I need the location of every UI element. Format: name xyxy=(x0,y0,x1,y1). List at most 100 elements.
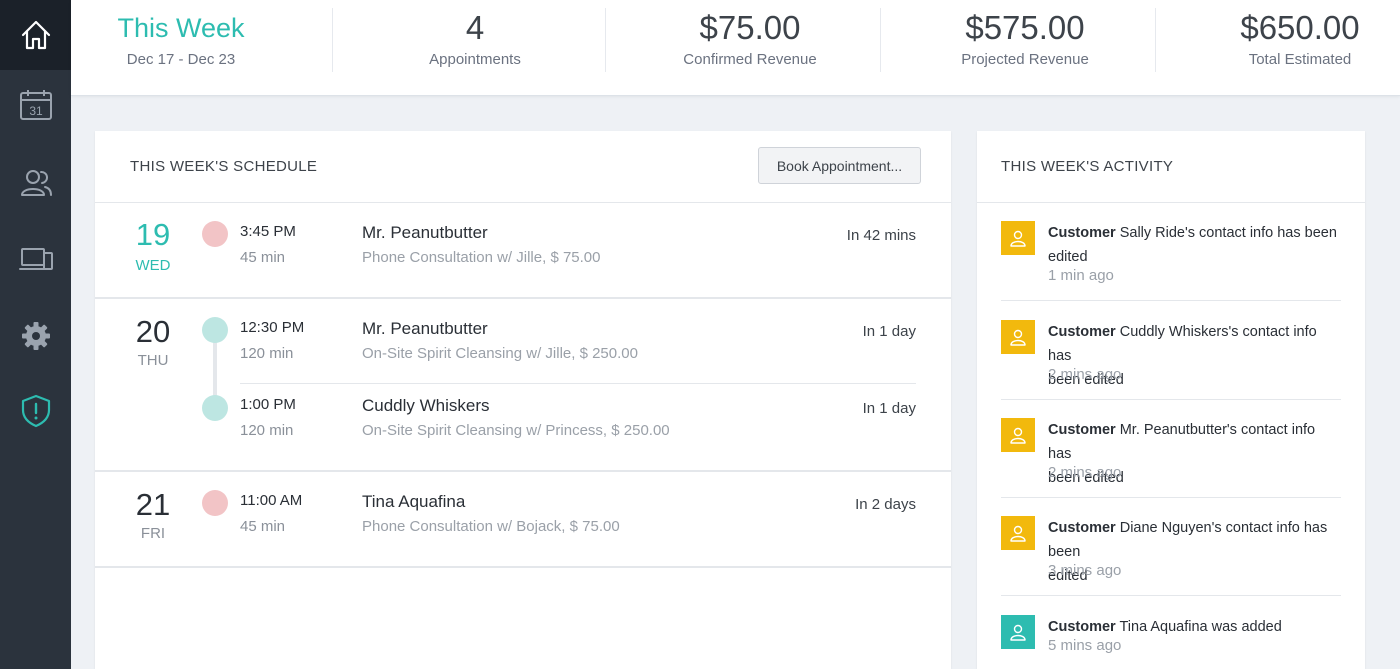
activity-item[interactable]: Customer Tina Aquafina was added 5 mins … xyxy=(1001,615,1341,669)
sidebar: 31 xyxy=(0,0,71,669)
day-group-wed: 19 WED 3:45 PM 45 min Mr. Peanutbutter P… xyxy=(95,203,951,299)
appointment-client[interactable]: Mr. Peanutbutter xyxy=(362,319,488,338)
appointment-description: Phone Consultation w/ Jille, $ 75.00 xyxy=(362,249,601,266)
devices-icon xyxy=(18,248,53,270)
stat-week: This Week Dec 17 - Dec 23 xyxy=(111,0,251,96)
home-icon xyxy=(21,20,50,50)
shield-icon xyxy=(21,394,50,428)
appointment-time: 12:30 PM xyxy=(240,319,305,336)
appointment-duration: 120 min xyxy=(240,345,294,362)
appointment-duration: 45 min xyxy=(240,249,286,266)
activity-type: Customer xyxy=(1048,520,1116,536)
activity-card: THIS WEEK'S ACTIVITY Customer Sally Ride… xyxy=(977,131,1365,669)
appointment-description: On-Site Spirit Cleansing w/ Jille, $ 250… xyxy=(362,345,638,362)
activity-header: THIS WEEK'S ACTIVITY xyxy=(977,131,1365,203)
activity-type: Customer xyxy=(1048,324,1116,340)
appointment-dot xyxy=(202,317,228,343)
appointment-relative-time: In 1 day xyxy=(862,400,916,417)
appointment-duration: 120 min xyxy=(240,422,294,439)
schedule-header: THIS WEEK'S SCHEDULE Book Appointment... xyxy=(95,131,951,203)
activity-item[interactable]: Customer Mr. Peanutbutter's contact info… xyxy=(1001,418,1341,498)
nav-settings[interactable] xyxy=(0,301,71,371)
appointment-relative-time: In 42 mins xyxy=(846,227,916,244)
appointment-client[interactable]: Tina Aquafina xyxy=(362,492,466,511)
nav-customers[interactable] xyxy=(0,148,71,218)
stat-divider xyxy=(605,8,606,72)
activity-item[interactable]: Customer Diane Nguyen's contact info has… xyxy=(1001,516,1341,596)
activity-type: Customer xyxy=(1048,225,1116,241)
activity-time: 5 mins ago xyxy=(1048,637,1122,654)
activity-text: Customer Diane Nguyen's contact info has… xyxy=(1048,516,1341,588)
activity-line2: edited xyxy=(1048,249,1088,265)
activity-time: 3 mins ago xyxy=(1048,562,1122,579)
day-name: FRI xyxy=(140,525,166,542)
appointment-time: 1:00 PM xyxy=(240,396,296,413)
appointment-description: On-Site Spirit Cleansing w/ Princess, $ … xyxy=(362,422,670,439)
appointment-client[interactable]: Cuddly Whiskers xyxy=(362,396,490,415)
user-icon xyxy=(1001,516,1035,550)
day-group-thu: 20 THU 12:30 PM 120 min Mr. Peanutbutter… xyxy=(95,299,951,472)
confirmed-label: Confirmed Revenue xyxy=(683,51,817,68)
calendar-icon: 31 xyxy=(19,90,52,120)
appointment-dot xyxy=(202,490,228,516)
activity-line2: been edited xyxy=(1048,372,1124,388)
confirmed-value: $75.00 xyxy=(699,9,801,46)
day-group-fri: 21 FRI 11:00 AM 45 min Tina Aquafina Pho… xyxy=(95,472,951,568)
activity-text: Customer Tina Aquafina was added xyxy=(1048,615,1341,639)
activity-time: 2 mins ago xyxy=(1048,366,1122,383)
activity-type: Customer xyxy=(1048,422,1116,438)
book-appointment-button[interactable]: Book Appointment... xyxy=(758,147,921,184)
appointment-client[interactable]: Mr. Peanutbutter xyxy=(362,223,488,242)
nav-devices[interactable] xyxy=(0,224,71,294)
activity-type: Customer xyxy=(1048,619,1116,635)
schedule-card: THIS WEEK'S SCHEDULE Book Appointment...… xyxy=(95,131,951,669)
activity-line1: Mr. Peanutbutter's contact info has xyxy=(1048,422,1316,462)
user-icon xyxy=(1001,418,1035,452)
activity-text: Customer Cuddly Whiskers's contact info … xyxy=(1048,320,1341,392)
appointment-description: Phone Consultation w/ Bojack, $ 75.00 xyxy=(362,518,620,535)
users-icon xyxy=(20,170,52,196)
activity-time: 2 mins ago xyxy=(1048,464,1122,481)
gear-icon xyxy=(21,322,50,350)
stat-appointments: 4 Appointments xyxy=(405,0,545,96)
total-label: Total Estimated xyxy=(1248,51,1352,68)
activity-text: Customer Sally Ride's contact info has b… xyxy=(1048,221,1341,269)
stat-divider xyxy=(1155,8,1156,72)
nav-home[interactable] xyxy=(0,0,71,70)
calendar-icon-label: 31 xyxy=(29,104,43,118)
day-number: 21 xyxy=(135,487,171,522)
nav-security[interactable] xyxy=(0,376,71,446)
activity-line1: Tina Aquafina was added xyxy=(1119,619,1282,635)
appointment-separator xyxy=(240,383,916,384)
activity-line1: Sally Ride's contact info has been xyxy=(1119,225,1337,241)
stat-total: $650.00 Total Estimated xyxy=(1215,0,1385,96)
activity-title: THIS WEEK'S ACTIVITY xyxy=(1001,158,1174,175)
activity-item[interactable]: Customer Sally Ride's contact info has b… xyxy=(1001,221,1341,301)
stat-projected: $575.00 Projected Revenue xyxy=(940,0,1110,96)
appointment-duration: 45 min xyxy=(240,518,286,535)
activity-item[interactable]: Customer Cuddly Whiskers's contact info … xyxy=(1001,320,1341,400)
activity-text: Customer Mr. Peanutbutter's contact info… xyxy=(1048,418,1341,490)
user-icon xyxy=(1001,615,1035,649)
activity-separator xyxy=(1001,595,1341,596)
activity-separator xyxy=(1001,300,1341,301)
stat-confirmed: $75.00 Confirmed Revenue xyxy=(665,0,835,96)
timeline-connector xyxy=(213,331,217,409)
appointment-dot xyxy=(202,395,228,421)
week-title: This Week xyxy=(117,13,245,43)
appointment-dot xyxy=(202,221,228,247)
activity-line1: Diane Nguyen's contact info has been xyxy=(1048,520,1328,560)
appointment-relative-time: In 2 days xyxy=(855,496,916,513)
appointment-time: 11:00 AM xyxy=(240,492,303,509)
appointment-relative-time: In 1 day xyxy=(862,323,916,340)
schedule-title: THIS WEEK'S SCHEDULE xyxy=(130,158,318,175)
user-icon xyxy=(1001,320,1035,354)
stats-header: This Week Dec 17 - Dec 23 4 Appointments… xyxy=(71,0,1400,96)
nav-calendar[interactable]: 31 xyxy=(0,70,71,140)
total-value: $650.00 xyxy=(1240,9,1360,46)
projected-value: $575.00 xyxy=(965,9,1085,46)
appointments-value: 4 xyxy=(465,9,485,46)
stat-divider xyxy=(332,8,333,72)
activity-separator xyxy=(1001,399,1341,400)
day-number: 19 xyxy=(135,217,171,252)
